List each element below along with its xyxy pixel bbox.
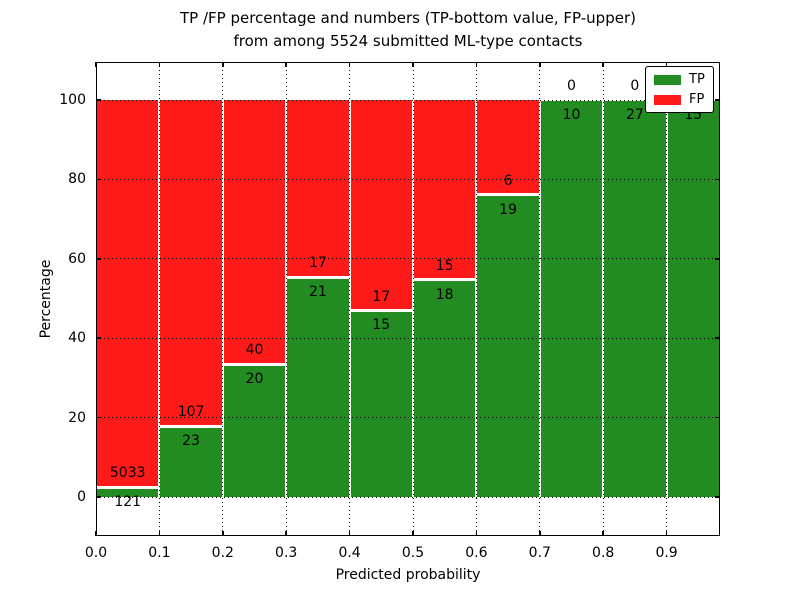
- bars-layer: [96, 62, 720, 536]
- y-tick-mark: [715, 496, 720, 498]
- bar-segment-tp: [160, 426, 222, 497]
- bar-segment-fp: [97, 100, 159, 488]
- bar-label-fp: 0: [567, 77, 576, 94]
- bar-label-tp: 18: [435, 287, 454, 304]
- x-tick-mark: [665, 531, 668, 536]
- x-tick-label: 0.3: [275, 545, 298, 561]
- tickmarks-layer: [95, 62, 720, 536]
- legend-item: TP: [654, 73, 705, 86]
- bar-label-tp: 27: [625, 106, 644, 123]
- bar-label-tp: 19: [499, 201, 517, 218]
- x-tick-mark: [348, 531, 351, 536]
- y-tick-mark: [96, 258, 101, 260]
- bar-label-tp: 20: [245, 371, 264, 388]
- x-tick-label: 0.2: [211, 545, 234, 561]
- plot-area: 5033121107234020172117151518619010027015…: [95, 62, 720, 536]
- bar-segment-tp: [350, 310, 412, 497]
- legend: TP FP: [645, 66, 714, 113]
- y-axis-label: Percentage: [38, 259, 54, 339]
- y-tick-mark: [715, 337, 720, 339]
- bar-segment-fp: [223, 100, 286, 365]
- x-tick-mark: [475, 531, 478, 536]
- chart-title-line1: TP /FP percentage and numbers (TP-bottom…: [180, 9, 636, 27]
- x-tick-mark: [602, 531, 604, 536]
- y-tick-mark: [715, 416, 720, 419]
- bar-segment-fp: [160, 100, 222, 427]
- bar-segment-tp: [97, 487, 159, 497]
- y-tick-mark: [715, 99, 720, 101]
- bar-label-tp: 23: [182, 433, 200, 450]
- x-tick-label: 0.6: [465, 545, 488, 561]
- x-tick-mark: [475, 62, 478, 67]
- annotations-layer: 5033121107234020172117151518619010027015: [96, 62, 720, 536]
- x-tick-mark: [348, 62, 351, 67]
- bar-segment-tp: [540, 100, 603, 497]
- legend-item: FP: [654, 93, 705, 106]
- bar-label-fp: 17: [372, 288, 391, 305]
- x-tick-mark: [412, 531, 414, 536]
- y-tick-label: 20: [68, 409, 86, 426]
- bar-label-tp: 15: [372, 317, 391, 334]
- x-axis-label: Predicted probability: [335, 567, 481, 583]
- x-tick-label: 0.5: [401, 545, 425, 561]
- y-tick-mark: [715, 258, 720, 260]
- x-tick-mark: [158, 62, 161, 67]
- bar-segment-fp: [287, 100, 349, 278]
- x-tick-mark: [95, 531, 97, 536]
- bar-label-fp: 0: [630, 77, 640, 94]
- bar-segment-tp: [477, 195, 539, 497]
- bar-segment-tp: [223, 364, 286, 497]
- y-tick-label: 40: [68, 330, 86, 347]
- y-tick-label: 80: [68, 171, 86, 188]
- x-tick-mark: [285, 531, 287, 536]
- legend-label: TP: [689, 72, 705, 87]
- x-tick-label: 0.1: [148, 545, 171, 561]
- bar-label-fp: 107: [177, 404, 205, 421]
- x-tick-label: 0.0: [84, 545, 108, 561]
- bar-segment-tp: [414, 280, 476, 497]
- x-tick-mark: [222, 531, 224, 536]
- y-tick-mark: [96, 337, 101, 339]
- bar-segment-tp: [604, 100, 666, 497]
- legend-label: FP: [689, 92, 705, 107]
- bar-segment-fp: [414, 100, 476, 281]
- x-tick-mark: [158, 531, 161, 536]
- y-tick-mark: [96, 99, 101, 101]
- y-tick-mark: [715, 178, 720, 181]
- y-tick-mark: [96, 178, 101, 181]
- x-tick-mark: [95, 62, 97, 67]
- x-tick-label: 0.9: [655, 545, 678, 561]
- y-tick-mark: [96, 496, 101, 498]
- chart-title: TP /FP percentage and numbers (TP-bottom…: [96, 7, 720, 53]
- legend-swatch: [654, 74, 681, 85]
- x-tick-mark: [412, 62, 414, 67]
- y-tick-label: 0: [77, 489, 86, 505]
- x-tick-label: 0.4: [338, 545, 361, 561]
- x-tick-label: 0.7: [528, 545, 551, 561]
- legend-swatch: [654, 94, 681, 105]
- y-tick-label: 100: [59, 92, 86, 108]
- y-tick-label: 60: [68, 250, 86, 267]
- bar-segment-tp: [287, 277, 349, 497]
- chart-title-line2: from among 5524 submitted ML-type contac…: [233, 32, 583, 50]
- x-tick-mark: [539, 531, 541, 536]
- bar-label-fp: 5033: [109, 465, 146, 482]
- x-tick-mark: [285, 62, 287, 67]
- bar-label-tp: 121: [114, 494, 142, 511]
- y-tick-mark: [96, 416, 101, 419]
- bar-label-fp: 6: [503, 172, 513, 189]
- bar-label-fp: 15: [435, 258, 454, 275]
- x-tick-mark: [222, 62, 224, 67]
- x-tick-mark: [602, 62, 604, 67]
- x-tick-label: 0.8: [592, 545, 615, 561]
- bar-label-tp: 10: [562, 106, 581, 123]
- x-tick-mark: [539, 62, 541, 67]
- bar-segment-tp: [667, 100, 719, 497]
- bar-segment-fp: [350, 100, 412, 311]
- bar-label-tp: 21: [308, 284, 327, 301]
- bar-label-fp: 40: [245, 342, 264, 359]
